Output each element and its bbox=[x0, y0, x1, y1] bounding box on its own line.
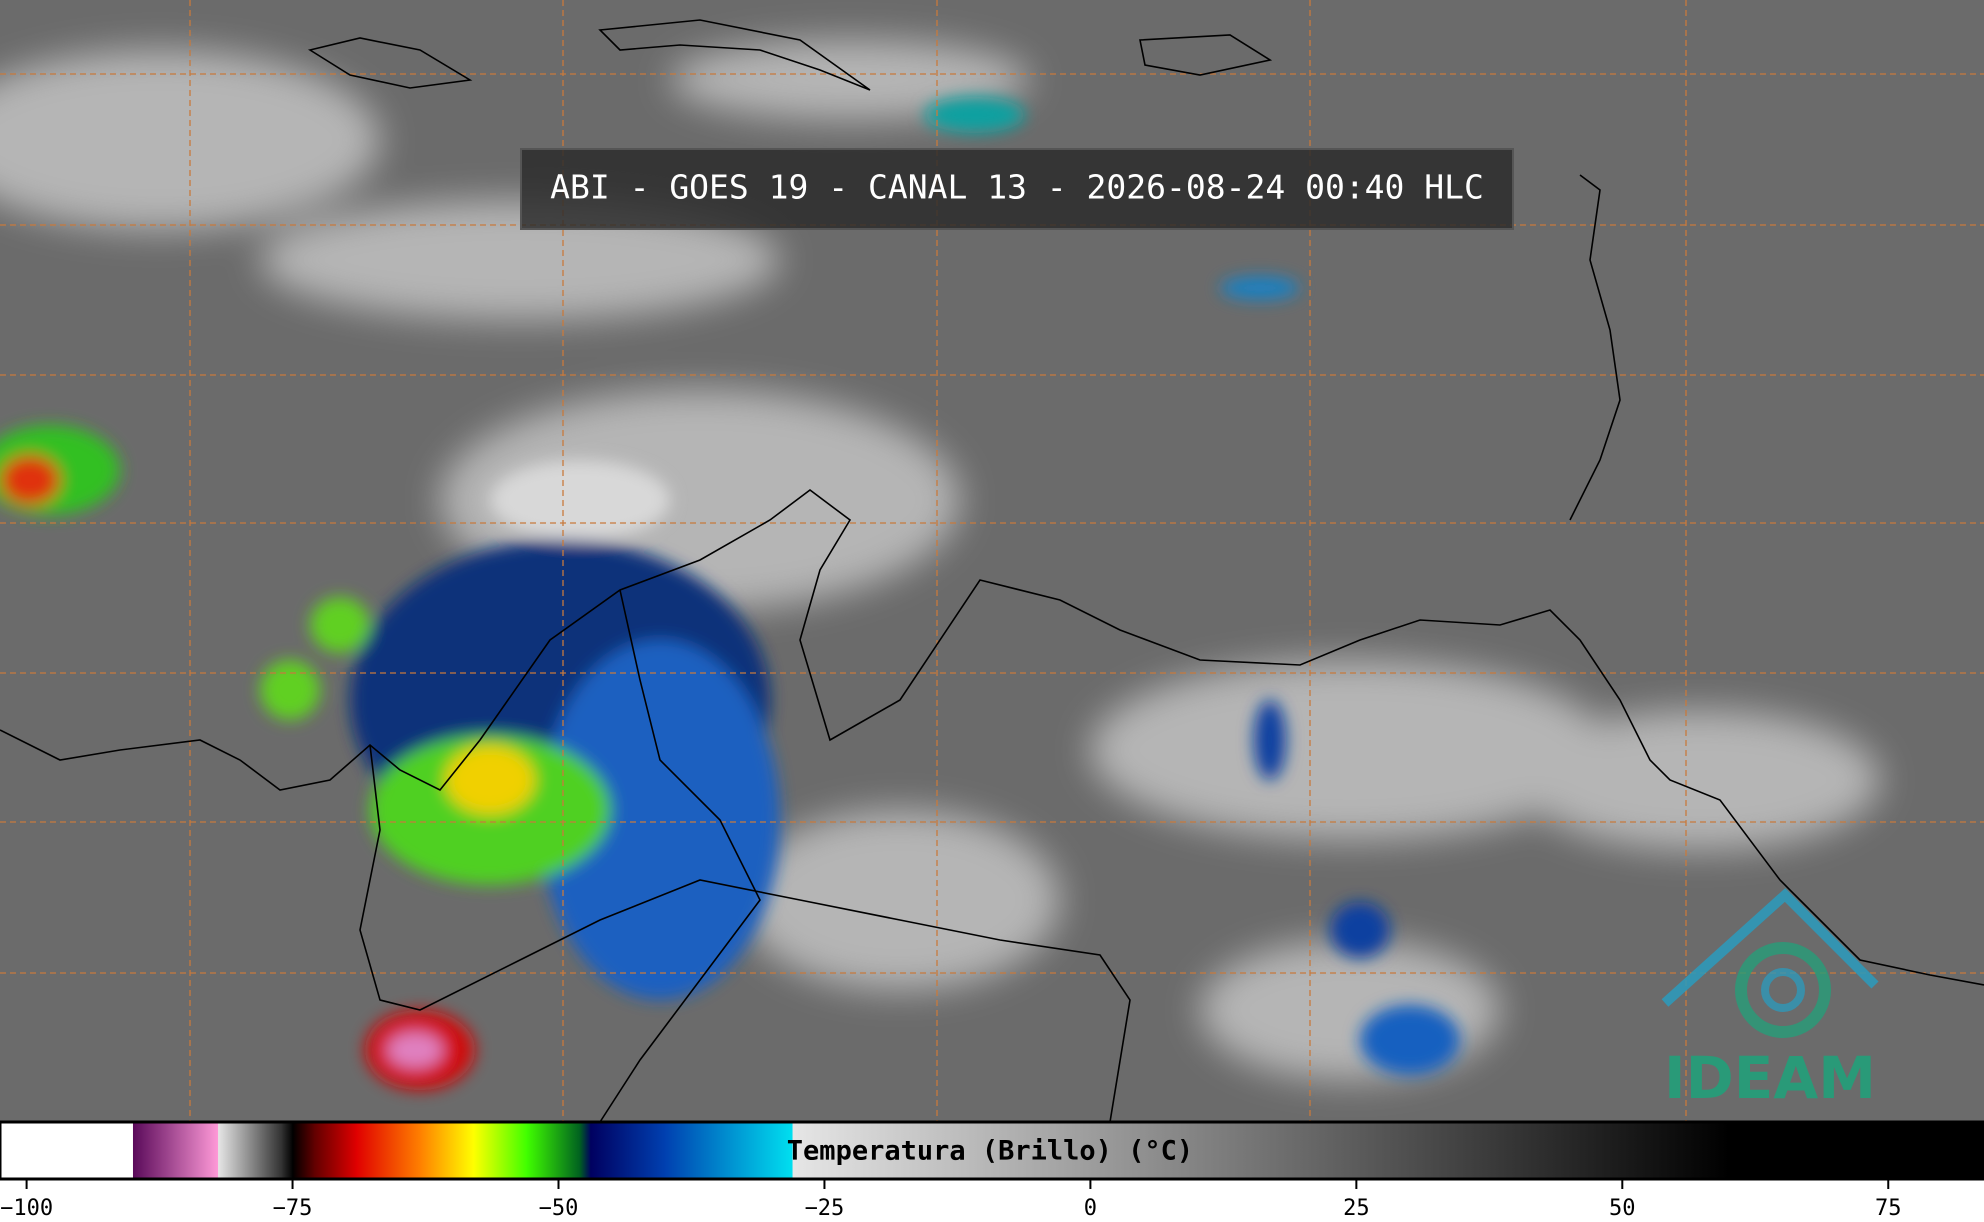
logo-text: IDEAM bbox=[1664, 1044, 1876, 1112]
colorbar-segment bbox=[590, 1122, 666, 1179]
colorbar-label: Temperatura (Brillo) (°C) bbox=[787, 1136, 1193, 1167]
colorbar-segment bbox=[0, 1122, 134, 1179]
colorbar-segment bbox=[281, 1122, 294, 1179]
tick-label: 0 bbox=[1084, 1196, 1097, 1221]
colorbar-frame bbox=[0, 1120, 1984, 1181]
colorbar-segment bbox=[313, 1122, 357, 1179]
tick-label: −25 bbox=[805, 1196, 845, 1221]
colorbar-segment bbox=[218, 1122, 283, 1179]
tick-label: 75 bbox=[1875, 1196, 1902, 1221]
tick-label: −75 bbox=[273, 1196, 313, 1221]
tick-label: −50 bbox=[539, 1196, 579, 1221]
colorbar-segment bbox=[356, 1122, 421, 1179]
tick-label: 50 bbox=[1609, 1196, 1636, 1221]
colorbar-segment bbox=[292, 1122, 315, 1179]
colorbar: −100 −75 −50 −25 0 25 50 75 bbox=[0, 1122, 1984, 1221]
colorbar-segment bbox=[579, 1122, 592, 1179]
image-title: ABI - GOES 19 - CANAL 13 - 2026-08-24 00… bbox=[550, 168, 1484, 207]
colorbar-segment bbox=[132, 1122, 219, 1179]
colorbar-segment bbox=[420, 1122, 474, 1179]
graticule bbox=[0, 0, 1984, 1122]
colorbar-segment bbox=[664, 1122, 794, 1179]
tick-label: 25 bbox=[1343, 1196, 1370, 1221]
colorbar-segment bbox=[526, 1122, 581, 1179]
colorbar-segment bbox=[1728, 1122, 1984, 1179]
colorbar-segment bbox=[792, 1122, 1730, 1179]
tick-label: −100 bbox=[0, 1196, 53, 1221]
logo: IDEAM bbox=[1661, 888, 1879, 1112]
colorbar-segment bbox=[473, 1122, 528, 1179]
coastlines bbox=[0, 19, 1984, 1123]
title-box: ABI - GOES 19 - CANAL 13 - 2026-08-24 00… bbox=[520, 148, 1514, 230]
